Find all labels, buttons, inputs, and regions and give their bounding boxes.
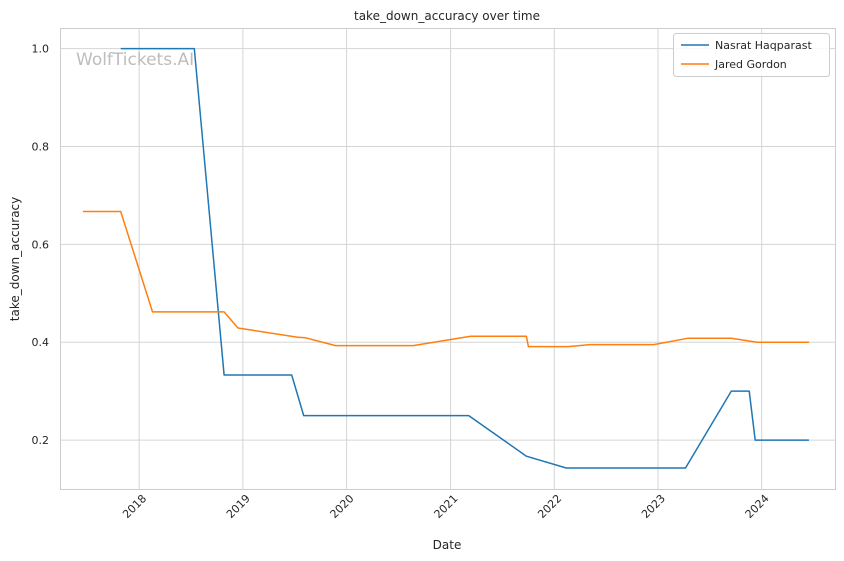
x-tick-label: 2019 [224,492,253,521]
x-tick-label: 2022 [535,492,564,521]
x-tick-label: 2024 [743,492,772,521]
y-axis-label: take_down_accuracy [8,197,22,321]
grid [61,29,835,489]
legend-entry-nasrat-haqparast: Nasrat Haqparast [715,39,812,52]
x-tick-label: 2023 [639,492,668,521]
legend-entry-jared-gordon: Jared Gordon [714,58,787,71]
x-axis-label: Date [433,538,462,552]
y-tick-label: 0.6 [32,238,50,251]
y-tick-label: 0.2 [32,434,50,447]
series-lines [82,47,809,469]
legend-box [673,33,830,77]
legend: Nasrat Haqparast Jared Gordon [673,33,830,77]
x-tick-label: 2021 [432,492,461,521]
y-tick-label: 1.0 [32,43,50,56]
y-tick-label: 0.8 [32,140,50,153]
x-tick-label: 2020 [328,492,357,521]
x-tick-label: 2018 [120,492,149,521]
plot-frame [60,28,836,490]
series-line-jared-gordon [82,210,809,348]
chart-title: take_down_accuracy over time [354,9,540,23]
series-line-nasrat-haqparast [120,47,809,469]
y-tick-label: 0.4 [32,336,50,349]
watermark: WolfTickets.AI [76,50,194,70]
